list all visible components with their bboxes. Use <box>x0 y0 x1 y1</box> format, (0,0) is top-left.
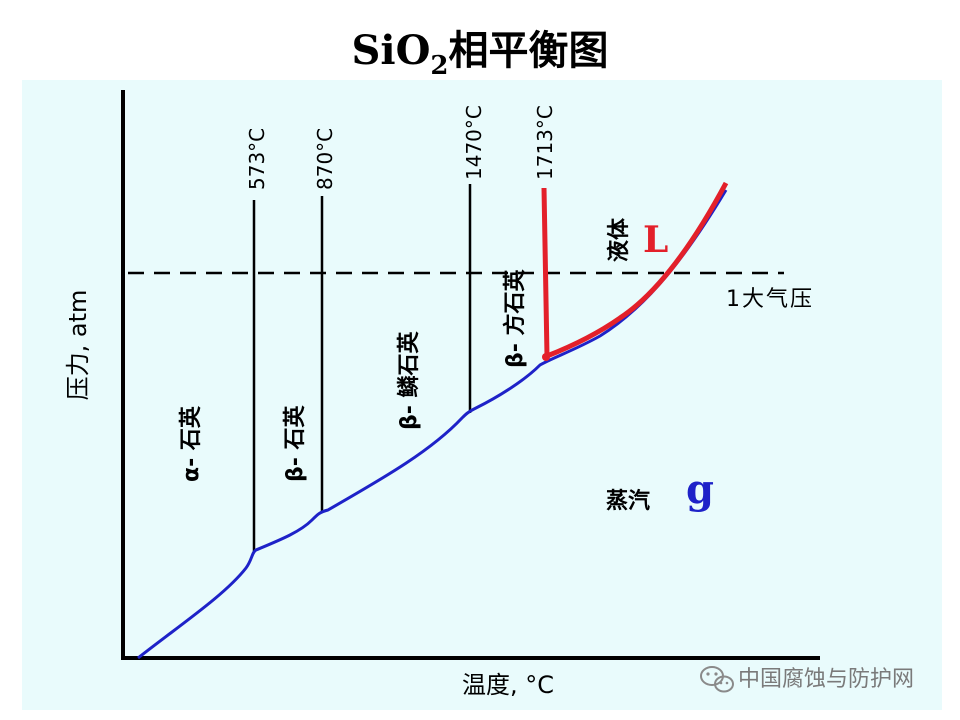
one-atm-label: 1大气压 <box>726 287 814 312</box>
vapor-symbol: g <box>686 466 714 513</box>
title-subscript: 2 <box>430 51 448 81</box>
title-main: SiO <box>351 27 430 74</box>
temp-label-1470: 1470°C <box>462 105 486 180</box>
x-axis-label: 温度, °C <box>462 671 554 699</box>
phase-label-alpha-quartz: α- 石英 <box>179 405 204 482</box>
temp-label-1713: 1713°C <box>533 105 557 180</box>
vapor-label: 蒸汽 <box>606 488 650 514</box>
y-axis-label: 压力, atm <box>64 290 92 401</box>
wechat-icon <box>700 666 734 693</box>
phase-label-liquid: 液体 <box>606 217 632 262</box>
title-rest: 相平衡图 <box>449 27 609 74</box>
diagram-panel <box>22 80 942 710</box>
liquid-symbol: L <box>643 219 668 261</box>
phase-label-beta-quartz: β- 石英 <box>283 404 308 482</box>
watermark-text: 中国腐蚀与防护网 <box>738 667 914 692</box>
phase-label-beta-cristobalite: β- 方石英 <box>502 268 528 368</box>
melting-curve <box>541 181 729 359</box>
page-title: SiO2相平衡图 <box>351 27 608 81</box>
temp-label-573: 573°C <box>245 128 269 190</box>
watermark: 中国腐蚀与防护网 <box>700 666 914 693</box>
temp-label-870: 870°C <box>313 128 337 190</box>
vapor-boundary-curve <box>137 189 728 660</box>
phase-label-beta-tridymite: β- 鳞石英 <box>397 330 422 430</box>
triple-point <box>542 353 550 361</box>
